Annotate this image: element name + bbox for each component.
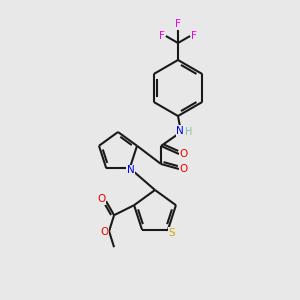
Text: O: O [180, 149, 188, 159]
Text: F: F [191, 31, 197, 41]
Text: S: S [169, 228, 175, 238]
Text: F: F [159, 31, 165, 41]
Text: N: N [176, 126, 184, 136]
Text: O: O [97, 194, 105, 204]
Text: H: H [185, 127, 193, 137]
Text: F: F [175, 19, 181, 29]
Text: N: N [127, 165, 135, 175]
Text: O: O [100, 227, 108, 237]
Text: O: O [180, 164, 188, 174]
